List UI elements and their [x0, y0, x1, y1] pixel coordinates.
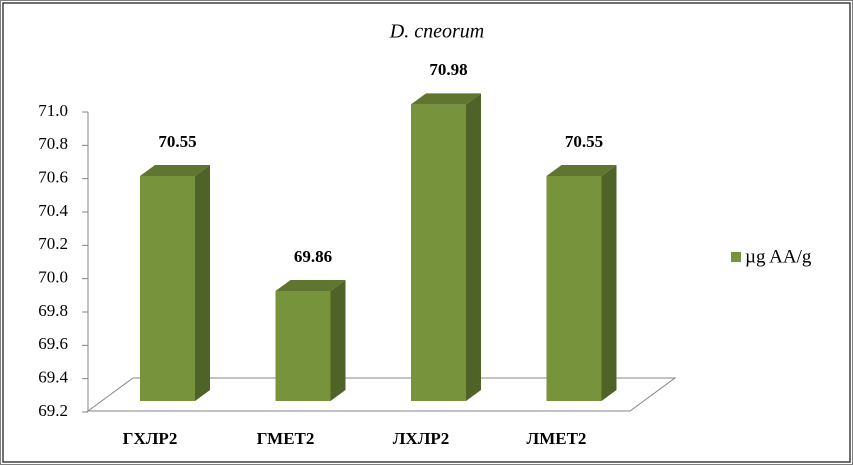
x-tick-label: ЛМЕТ2 [527, 429, 587, 448]
data-label: 70.55 [158, 132, 196, 151]
legend-swatch [731, 252, 741, 262]
y-tick-label: 70.4 [38, 201, 68, 220]
y-tick-label: 69.4 [38, 368, 68, 387]
bar-side [466, 93, 481, 401]
chart-title: D. cneorum [389, 21, 484, 43]
bar-top [275, 280, 346, 291]
bar-front [546, 176, 602, 401]
bar-front [411, 104, 466, 401]
y-tick-label: 70.2 [38, 234, 68, 253]
bar-top [140, 165, 210, 176]
bar-top [546, 165, 617, 176]
bar-top [411, 93, 481, 105]
x-tick-label: ГХЛР2 [123, 429, 178, 448]
floor [86, 377, 677, 412]
x-tick-label: ГМЕТ2 [257, 429, 315, 448]
x-tick-label: ЛХЛР2 [393, 429, 450, 448]
y-tick-label: 70.8 [38, 134, 68, 153]
data-label: 70.98 [429, 60, 467, 79]
data-label: 69.86 [294, 247, 332, 266]
bar-side [195, 165, 210, 401]
bar-front [275, 291, 331, 401]
y-tick-label: 70.0 [38, 268, 68, 287]
data-label: 70.55 [565, 132, 603, 151]
bar-front [140, 176, 195, 401]
bar-side [330, 280, 346, 401]
bar-side [601, 165, 617, 401]
y-tick-label: 70.6 [38, 168, 68, 187]
y-tick-label: 71.0 [38, 101, 68, 120]
y-tick-label: 69.8 [38, 301, 68, 320]
y-tick-label: 69.2 [38, 401, 68, 420]
legend-label: µg AA/g [745, 246, 812, 267]
y-tick-label: 69.6 [38, 334, 68, 353]
